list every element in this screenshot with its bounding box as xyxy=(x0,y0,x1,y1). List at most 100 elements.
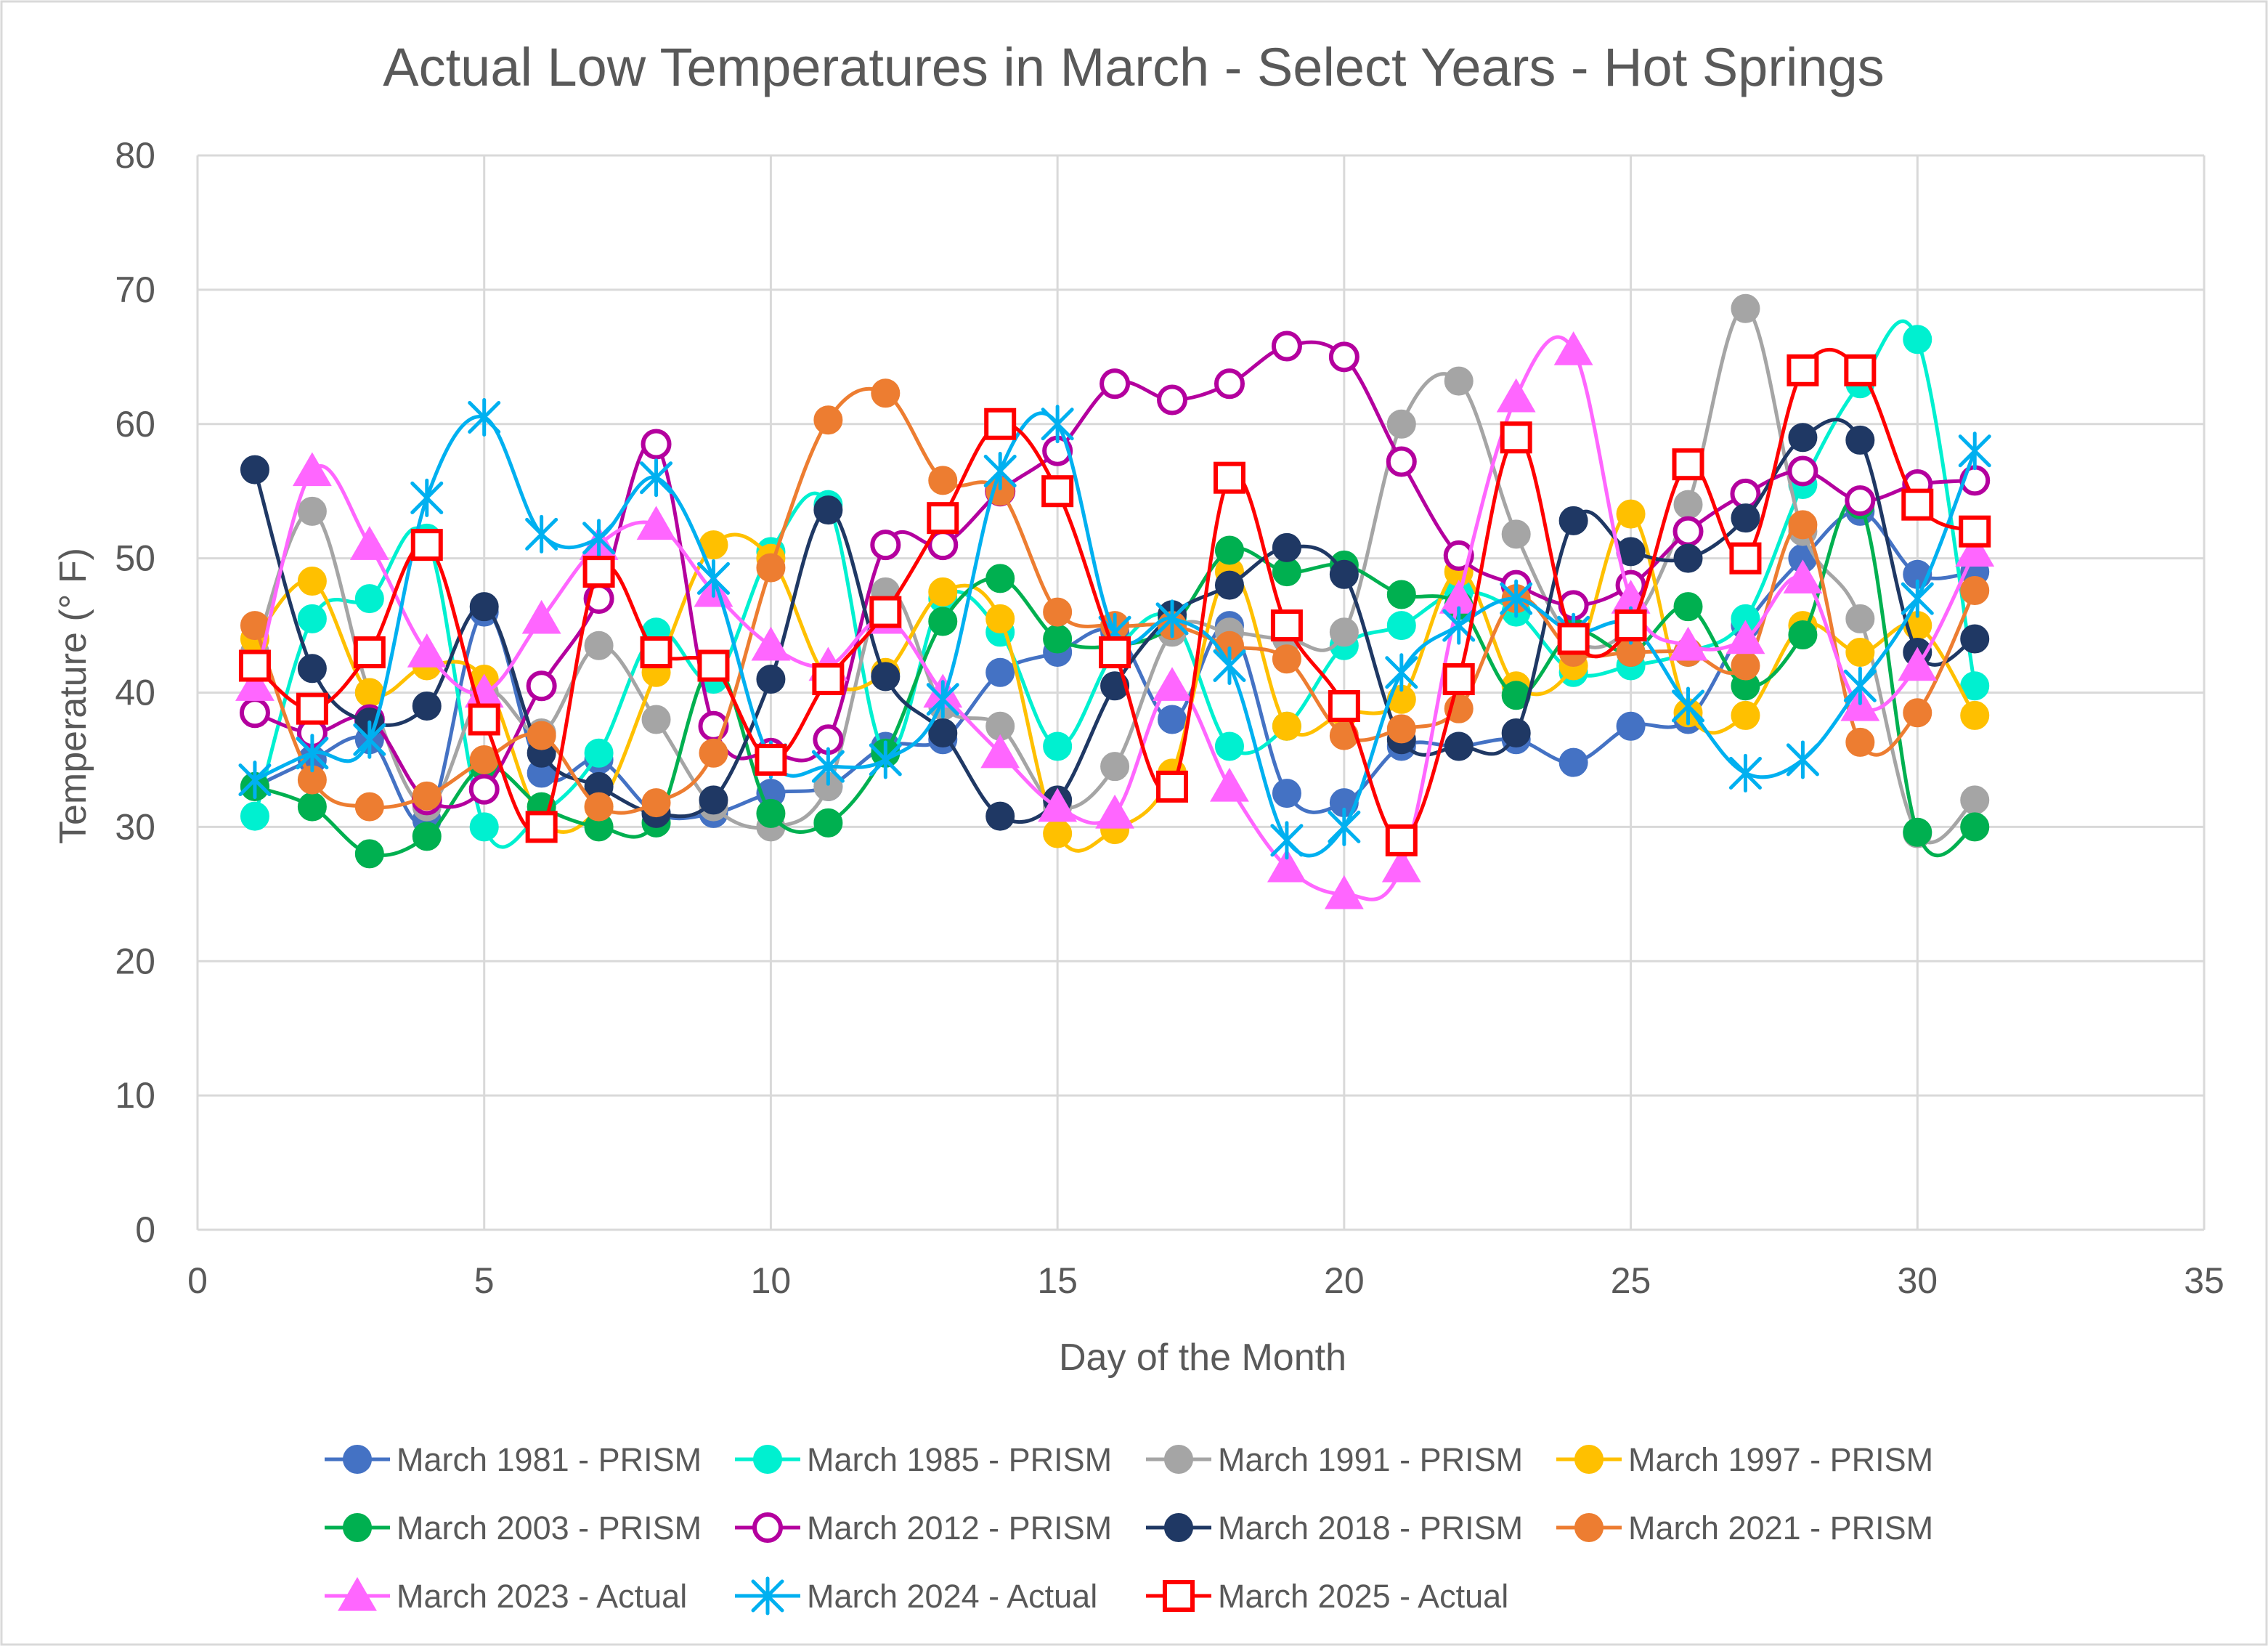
data-point xyxy=(1213,646,1246,686)
data-point xyxy=(1898,646,1938,681)
legend-label: March 2003 - PRISM xyxy=(397,1509,702,1546)
data-point xyxy=(871,378,901,408)
data-point xyxy=(526,670,557,702)
data-point xyxy=(1386,409,1416,439)
data-point xyxy=(1955,532,1995,567)
data-point xyxy=(1214,368,1245,400)
series-11 xyxy=(238,348,1991,856)
series-6 xyxy=(239,331,1991,816)
x-tick-label: 10 xyxy=(751,1260,792,1301)
data-point xyxy=(756,798,786,828)
data-point xyxy=(1668,626,1708,661)
axis-labels: 0 10 20 30 40 50 60 70 80 0 5 10 15 20 25 30 35 xyxy=(115,135,2224,1301)
data-point xyxy=(640,458,673,498)
legend-marker xyxy=(1163,1580,1195,1612)
x-tick-label: 30 xyxy=(1897,1260,1938,1301)
data-point xyxy=(292,452,332,487)
data-point xyxy=(813,495,843,525)
data-point xyxy=(696,559,730,598)
data-point xyxy=(869,740,902,779)
data-point xyxy=(1443,540,1474,571)
data-point xyxy=(1788,620,1818,650)
legend-label: March 1997 - PRISM xyxy=(1628,1441,1933,1478)
series-line xyxy=(253,307,1976,845)
data-point xyxy=(1157,384,1188,415)
data-point xyxy=(813,808,843,838)
data-point xyxy=(1271,331,1302,362)
data-point xyxy=(238,649,271,682)
legend-item-1: March 1981 - PRISM xyxy=(325,1441,702,1478)
data-point xyxy=(1386,714,1416,744)
data-point xyxy=(1041,405,1074,444)
data-point xyxy=(240,455,269,485)
data-point xyxy=(1729,542,1762,575)
y-tick-label: 30 xyxy=(115,806,155,847)
data-point xyxy=(1328,341,1359,373)
data-point xyxy=(1788,423,1818,453)
data-point xyxy=(699,785,728,815)
data-point xyxy=(1843,666,1877,705)
data-point xyxy=(1960,812,1990,842)
data-point xyxy=(297,792,327,822)
legend-label: March 2012 - PRISM xyxy=(807,1509,1112,1546)
data-point xyxy=(1731,651,1760,681)
data-point xyxy=(1901,579,1934,618)
data-point xyxy=(235,667,275,701)
data-point xyxy=(1673,592,1703,622)
data-point xyxy=(584,738,614,768)
data-point xyxy=(1158,705,1187,734)
data-point xyxy=(1500,421,1532,454)
data-point xyxy=(1500,579,1533,618)
data-point xyxy=(296,734,329,773)
data-point xyxy=(354,584,384,614)
y-tick-label: 50 xyxy=(115,538,155,579)
legend-marker xyxy=(753,1445,782,1474)
data-point xyxy=(985,801,1015,831)
legend-item-2: March 1985 - PRISM xyxy=(735,1441,1112,1478)
data-point xyxy=(1501,718,1531,747)
x-tick-label: 20 xyxy=(1324,1260,1365,1301)
data-point xyxy=(1328,689,1360,722)
data-point xyxy=(641,788,671,818)
data-point xyxy=(928,607,958,636)
data-point xyxy=(1960,700,1990,730)
data-point xyxy=(1672,516,1704,547)
data-point xyxy=(983,451,1017,490)
data-point xyxy=(751,626,791,661)
x-axis-title: Day of the Month xyxy=(1059,1337,1346,1379)
data-point xyxy=(407,633,447,668)
data-point xyxy=(1270,821,1304,860)
data-point xyxy=(699,738,728,768)
data-point xyxy=(1845,485,1876,516)
legend-item-6: March 2012 - PRISM xyxy=(735,1509,1112,1546)
legend-marker xyxy=(1164,1513,1193,1542)
legend-item-4: March 1997 - PRISM xyxy=(1556,1441,1933,1478)
data-point xyxy=(354,678,384,708)
legend-label: March 1991 - PRISM xyxy=(1218,1441,1523,1478)
data-point xyxy=(1272,532,1301,562)
data-point xyxy=(1845,638,1875,668)
data-point xyxy=(1558,747,1588,777)
data-point xyxy=(869,596,902,628)
data-point xyxy=(410,529,443,561)
legend-marker xyxy=(752,1512,783,1543)
data-point xyxy=(1214,731,1244,761)
data-point xyxy=(1903,325,1932,354)
data-point xyxy=(412,822,442,851)
data-point xyxy=(985,657,1015,687)
x-tick-label: 0 xyxy=(187,1260,208,1301)
y-tick-label: 60 xyxy=(115,404,155,445)
data-point xyxy=(871,662,901,692)
data-point xyxy=(584,631,614,660)
legend-item-10: March 2024 - Actual xyxy=(735,1576,1097,1615)
legend-label: March 2025 - Actual xyxy=(1218,1578,1508,1615)
data-point xyxy=(297,496,327,526)
data-point xyxy=(641,429,672,460)
data-point xyxy=(1043,624,1073,654)
legend: March 1981 - PRISM March 1985 - PRISM Marc… xyxy=(325,1441,1933,1615)
y-tick-label: 0 xyxy=(135,1209,155,1250)
data-point xyxy=(1155,599,1189,638)
data-point xyxy=(1385,824,1418,856)
data-point xyxy=(1614,609,1647,642)
legend-item-7: March 2018 - PRISM xyxy=(1146,1509,1523,1546)
